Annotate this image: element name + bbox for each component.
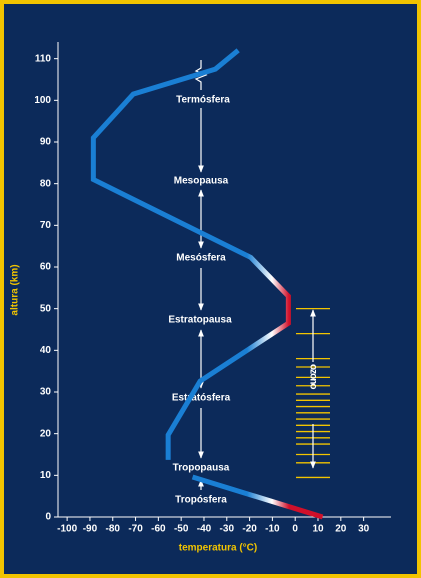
- x-tick-label: 30: [358, 524, 370, 535]
- x-tick-label: 20: [335, 524, 347, 535]
- layer-label: Mesósfera: [176, 253, 226, 264]
- layer-label: Estratósfera: [172, 393, 231, 404]
- layer-label: Termósfera: [176, 95, 230, 106]
- x-tick-label: -70: [128, 524, 143, 535]
- y-tick-label: 70: [40, 220, 52, 231]
- x-tick-label: -50: [174, 524, 189, 535]
- x-tick-label: -60: [151, 524, 166, 535]
- layer-label: Tropopausa: [173, 463, 230, 474]
- y-tick-label: 40: [40, 345, 52, 356]
- x-tick-label: 10: [312, 524, 324, 535]
- y-tick-label: 80: [40, 178, 52, 189]
- y-tick-label: 110: [35, 53, 52, 64]
- x-tick-label: -100: [57, 524, 77, 535]
- x-tick-label: -40: [197, 524, 212, 535]
- y-tick-label: 10: [40, 470, 52, 481]
- profile-line: [90, 48, 291, 460]
- x-axis-title: temperatura (°C): [179, 543, 257, 554]
- y-tick-label: 100: [34, 95, 51, 106]
- y-tick-label: 90: [40, 137, 52, 148]
- layer-label: Tropósfera: [175, 495, 227, 506]
- y-tick-label: 20: [40, 428, 52, 439]
- x-tick-label: -80: [106, 524, 121, 535]
- break-mark: [194, 60, 208, 90]
- x-tick-label: 0: [292, 524, 298, 535]
- ozone-label: ozono: [308, 364, 319, 389]
- y-axis-title: altura (km): [10, 264, 21, 315]
- y-tick-label: 30: [40, 387, 52, 398]
- layer-label: Estratopausa: [168, 315, 232, 326]
- x-tick-label: -10: [265, 524, 280, 535]
- y-tick-label: 50: [40, 303, 52, 314]
- y-tick-label: 60: [40, 262, 52, 273]
- y-tick-label: 0: [45, 512, 51, 523]
- x-tick-label: -30: [220, 524, 235, 535]
- x-tick-label: -20: [242, 524, 257, 535]
- profile-line: [191, 474, 324, 520]
- x-tick-label: -90: [83, 524, 98, 535]
- layer-label: Mesopausa: [174, 176, 229, 187]
